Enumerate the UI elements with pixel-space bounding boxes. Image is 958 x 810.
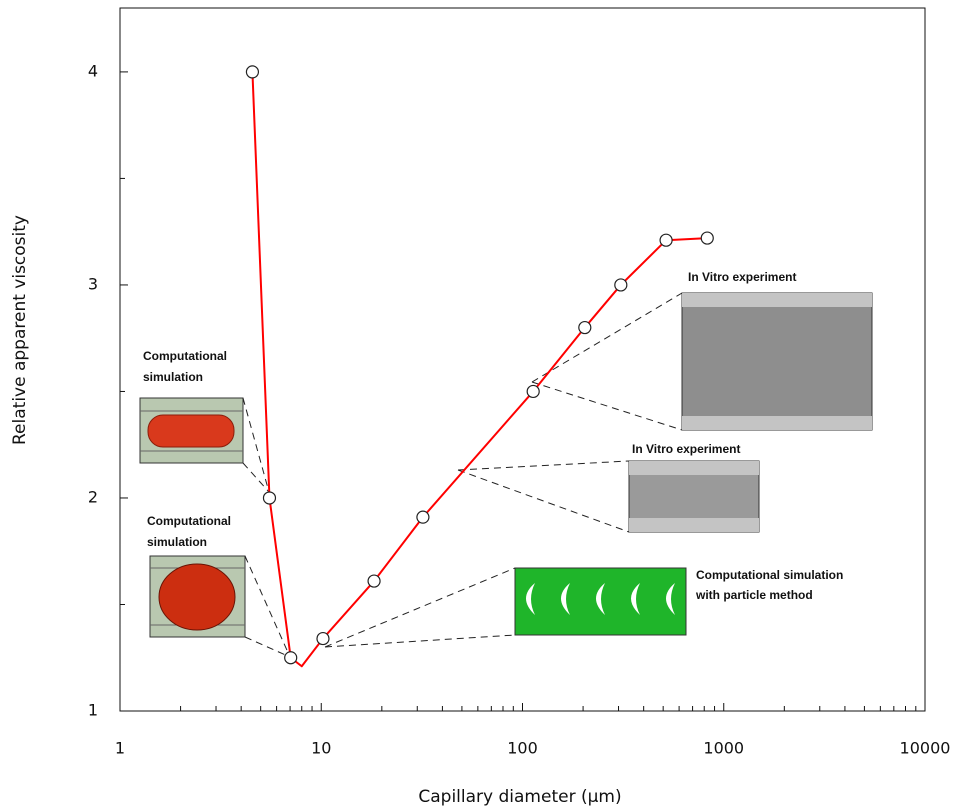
x-tick-label: 10000 [900, 739, 951, 758]
data-point [262, 491, 277, 505]
annotation: simulation [143, 370, 203, 384]
inset: Computational simulation with particle m… [324, 567, 843, 648]
y-axis-label: Relative apparent viscosity [10, 215, 30, 445]
data-point [526, 384, 540, 399]
annotation: simulation [147, 535, 207, 549]
y-tick-label: 1 [88, 701, 98, 720]
data-point [578, 320, 592, 335]
data-point [416, 510, 430, 524]
annotation: Computational simulation [696, 568, 843, 582]
annotation: Computational [143, 349, 227, 363]
annotation: In Vitro experiment [688, 270, 796, 284]
x-tick-label: 1 [115, 739, 125, 758]
inset: Computational simulation [139, 349, 270, 493]
annotation: Computational [147, 514, 231, 528]
annotation: with particle method [695, 588, 813, 602]
x-tick-label: 10 [311, 739, 331, 758]
data-point [614, 278, 628, 292]
data-point [316, 631, 330, 646]
inset: In Vitro experiment [531, 270, 873, 431]
inset: Computational simulation [147, 514, 291, 658]
data-point [367, 574, 381, 588]
x-axis-label: Capillary diameter (μm) [418, 787, 621, 807]
data-point [700, 231, 714, 245]
y-tick-label: 3 [88, 274, 98, 293]
x-tick-label: 100 [507, 739, 538, 758]
x-tick-label: 1000 [703, 739, 744, 758]
y-tick-label: 2 [88, 487, 98, 506]
inset: In Vitro experiment [457, 442, 760, 533]
data-point [245, 65, 260, 79]
data-point [659, 233, 673, 247]
curve [251, 71, 708, 668]
data-point [284, 651, 298, 665]
y-tick-label: 4 [88, 61, 98, 80]
annotation: In Vitro experiment [632, 442, 740, 456]
